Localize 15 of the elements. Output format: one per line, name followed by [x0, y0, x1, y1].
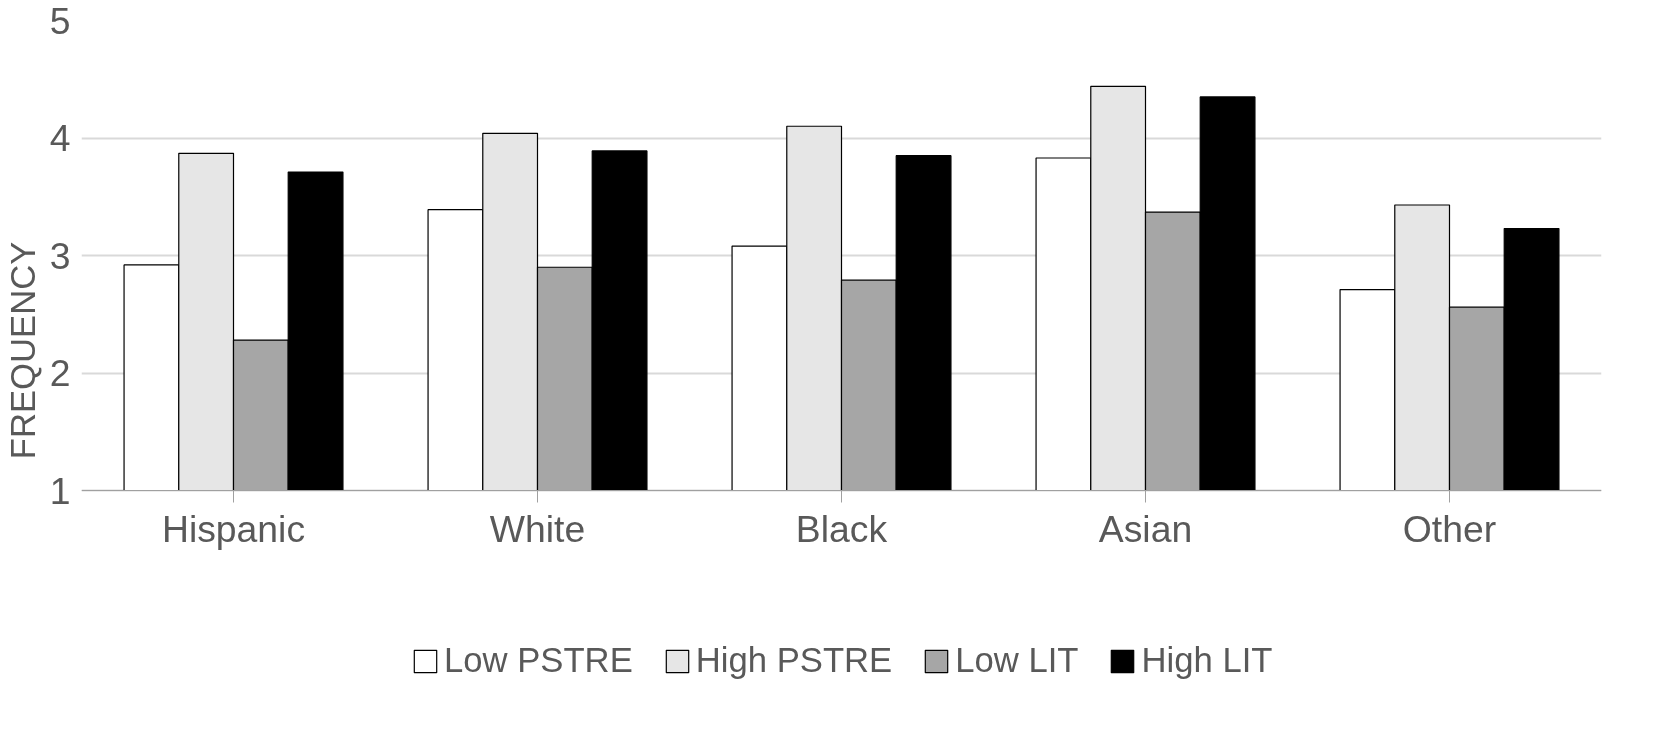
legend-label: High PSTRE	[695, 641, 893, 680]
legend-label: Low PSTRE	[444, 641, 633, 680]
y-axis-title: FREQUENCY	[3, 241, 42, 460]
x-tick-label: White	[489, 507, 586, 550]
y-tick-label: 2	[49, 352, 71, 394]
legend-label: Low LIT	[955, 641, 1079, 680]
legend-label: High LIT	[1141, 641, 1273, 680]
y-tick-label: 3	[49, 234, 71, 277]
y-tick-label: 1	[49, 469, 71, 512]
y-tick-label: 5	[49, 0, 71, 42]
y-tick-label: 4	[49, 117, 71, 159]
x-tick-label: Asian	[1098, 507, 1193, 550]
x-tick-label: Hispanic	[161, 507, 306, 550]
x-tick-label: Black	[795, 507, 888, 550]
x-tick-label: Other	[1402, 507, 1497, 550]
